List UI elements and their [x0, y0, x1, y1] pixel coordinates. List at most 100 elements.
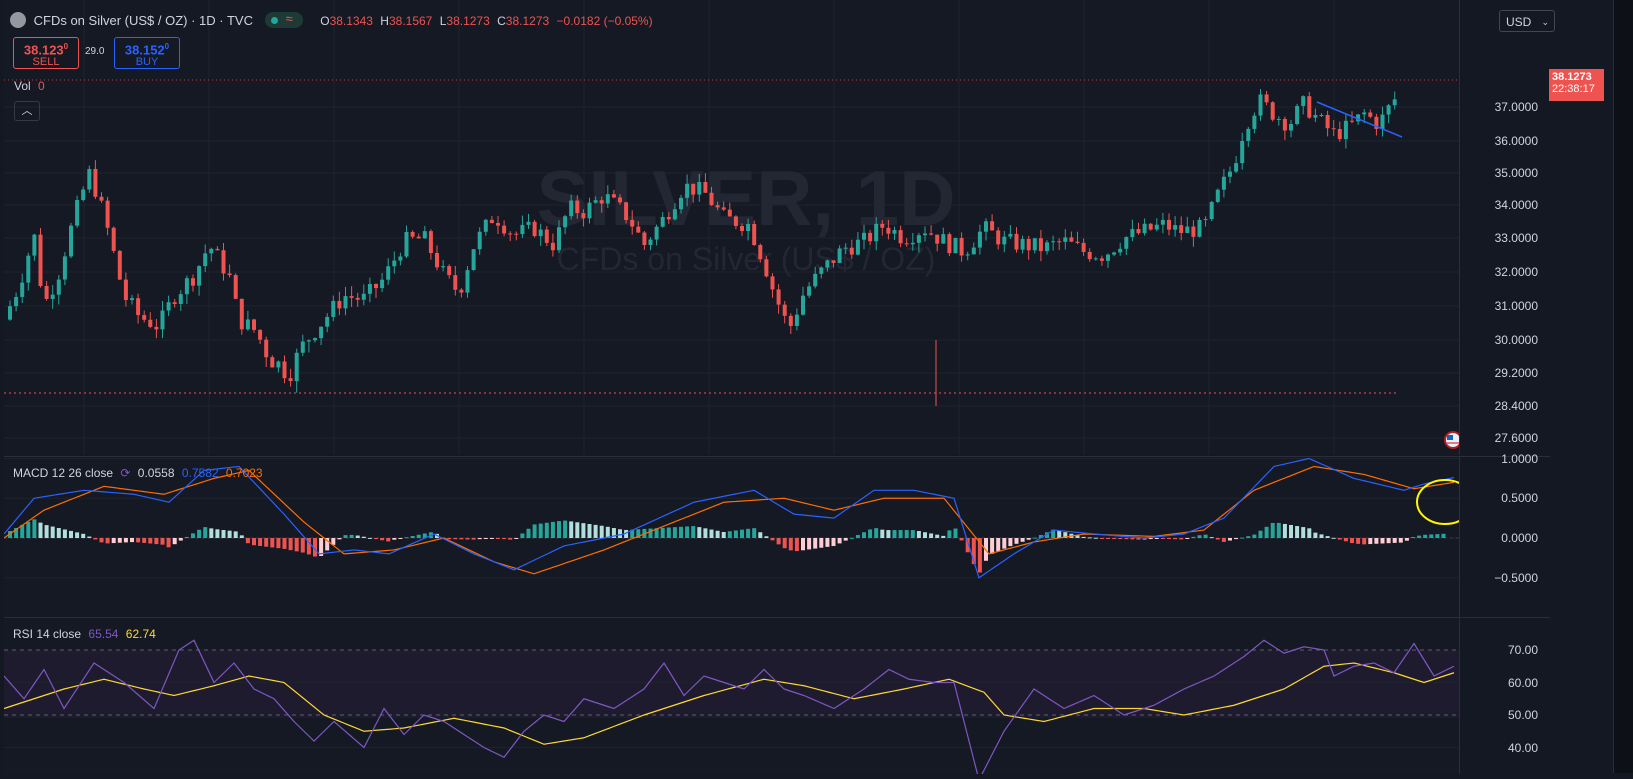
macd-histogram-bar: [477, 538, 482, 540]
macd-histogram-bar: [996, 538, 1001, 552]
candle-body: [1234, 163, 1239, 172]
macd-pane[interactable]: MACD 12 26 close ⟳ 0.0558 0.7582 0.7023: [3, 456, 1474, 617]
symbol-title[interactable]: CFDs on Silver (US$ / OZ) · 1D · TVC: [33, 13, 253, 28]
rsi-chart[interactable]: [3, 618, 1459, 779]
candle-body: [87, 168, 92, 190]
macd-histogram-bar: [557, 521, 561, 538]
candle-body: [93, 168, 98, 197]
candle-body: [99, 196, 104, 201]
macd-histogram-bar: [959, 538, 964, 541]
macd-histogram-bar: [1350, 538, 1354, 543]
candle-body: [136, 298, 141, 316]
macd-histogram-bar: [868, 529, 873, 538]
macd-histogram-bar: [1081, 536, 1086, 538]
price-axis[interactable]: 37.0000 36.0000 35.0000 34.0000 33.0000 32.00…: [1459, 0, 1604, 455]
candle-body: [892, 230, 897, 234]
macd-legend[interactable]: MACD 12 26 close ⟳ 0.0558 0.7582 0.7023: [13, 466, 263, 480]
macd-histogram-bar: [270, 538, 275, 548]
symbol-header: CFDs on Silver (US$ / OZ) · 1D · TVC ≈ O…: [10, 11, 653, 28]
us-flag-event-icon[interactable]: [1444, 431, 1477, 449]
candle-body: [203, 253, 208, 267]
chevron-down-icon: ⌄: [1541, 17, 1549, 27]
collapse-chevron-icon[interactable]: ︿: [14, 101, 40, 121]
rsi-axis[interactable]: 70.00 60.00 50.00 40.00: [1459, 617, 1550, 774]
candle-body: [1368, 112, 1373, 117]
candle-body: [1124, 237, 1129, 249]
rsi-tick-label: 50.00: [1507, 708, 1538, 722]
macd-histogram-bar: [306, 538, 311, 555]
candle-body: [868, 232, 873, 242]
macd-histogram-bar: [191, 533, 195, 538]
candle-body: [672, 209, 677, 220]
macd-histogram-bar: [32, 519, 37, 538]
price-chart[interactable]: SILVER, 1D CFDs on Silver (US$ / OZ): [4, 0, 1477, 455]
macd-histogram-bar: [898, 530, 903, 538]
macd-histogram-bar: [1307, 528, 1312, 538]
macd-histogram-bar: [532, 524, 537, 538]
rsi-legend[interactable]: RSI 14 close 65.54 62.74: [13, 627, 156, 641]
candle-body: [178, 294, 183, 304]
candle-body: [471, 249, 476, 271]
candle-body: [508, 233, 513, 235]
macd-histogram-bar: [1282, 523, 1287, 538]
candle-body: [38, 234, 43, 286]
volume-legend[interactable]: Vol 0: [14, 79, 45, 93]
buy-button[interactable]: 38.1520 BUY: [114, 37, 180, 69]
macd-histogram-bar: [1411, 537, 1415, 539]
candle-body: [459, 289, 464, 293]
candle-body: [105, 200, 110, 228]
macd-line: [3, 457, 1455, 579]
candle-body: [1343, 120, 1348, 140]
macd-histogram-bar: [1160, 538, 1165, 539]
rsi-tick-label: 70.00: [1507, 643, 1538, 657]
macd-histogram-bar: [81, 533, 86, 538]
trendline-drawing[interactable]: [1316, 101, 1403, 138]
macd-chart[interactable]: [3, 457, 1474, 617]
candle-body: [1032, 238, 1037, 251]
macd-histogram-bar: [1343, 538, 1348, 542]
macd-histogram-bar: [367, 537, 372, 539]
macd-histogram-bar: [276, 538, 281, 549]
candle-body: [1093, 258, 1098, 260]
macd-histogram-bar: [331, 538, 336, 545]
candle-body: [294, 352, 299, 382]
candle-body: [947, 234, 952, 254]
candle-body: [1179, 225, 1184, 233]
highlight-ellipse-drawing[interactable]: [1416, 479, 1474, 525]
refresh-icon[interactable]: ⟳: [120, 466, 131, 480]
macd-histogram-bar: [56, 528, 61, 538]
candle-body: [1392, 99, 1397, 106]
macd-histogram-bar: [465, 538, 470, 540]
candle-body: [184, 278, 189, 295]
macd-histogram-bar: [300, 538, 305, 553]
price-chart-pane[interactable]: SILVER, 1D CFDs on Silver (US$ / OZ) CFD…: [4, 0, 1477, 455]
candle-body: [605, 194, 610, 204]
candle-body: [733, 216, 738, 226]
candle-body: [996, 230, 1001, 245]
currency-select[interactable]: USD ⌄: [1499, 10, 1555, 32]
candle-body: [477, 231, 482, 250]
market-status-badge[interactable]: ≈: [264, 11, 303, 28]
candle-body: [1148, 223, 1153, 230]
macd-histogram-bar: [544, 522, 549, 538]
sell-button[interactable]: 38.1230 SELL: [13, 37, 79, 69]
candle-body: [935, 234, 940, 244]
candle-body: [117, 250, 122, 280]
macd-histogram-bar: [160, 538, 165, 545]
macd-histogram-bar: [252, 538, 256, 546]
macd-histogram-bar: [904, 530, 909, 538]
macd-histogram-bar: [154, 538, 159, 545]
high-value: 38.1567: [388, 14, 433, 28]
macd-histogram-bar: [1020, 538, 1025, 542]
symbol-logo-icon: [10, 12, 26, 28]
macd-histogram-bar: [1398, 538, 1403, 543]
rsi-pane[interactable]: RSI 14 close 65.54 62.74: [3, 617, 1459, 779]
candle-body: [172, 302, 177, 304]
candle-body: [1130, 229, 1135, 238]
macd-histogram-bar: [343, 535, 348, 538]
watermark-name: CFDs on Silver (US$ / OZ): [557, 241, 936, 277]
right-toolbar[interactable]: [1613, 0, 1633, 773]
macd-axis[interactable]: 1.0000 0.5000 0.0000 −0.5000: [1459, 452, 1550, 617]
candle-body: [849, 247, 854, 255]
macd-histogram-bar: [1106, 538, 1110, 539]
